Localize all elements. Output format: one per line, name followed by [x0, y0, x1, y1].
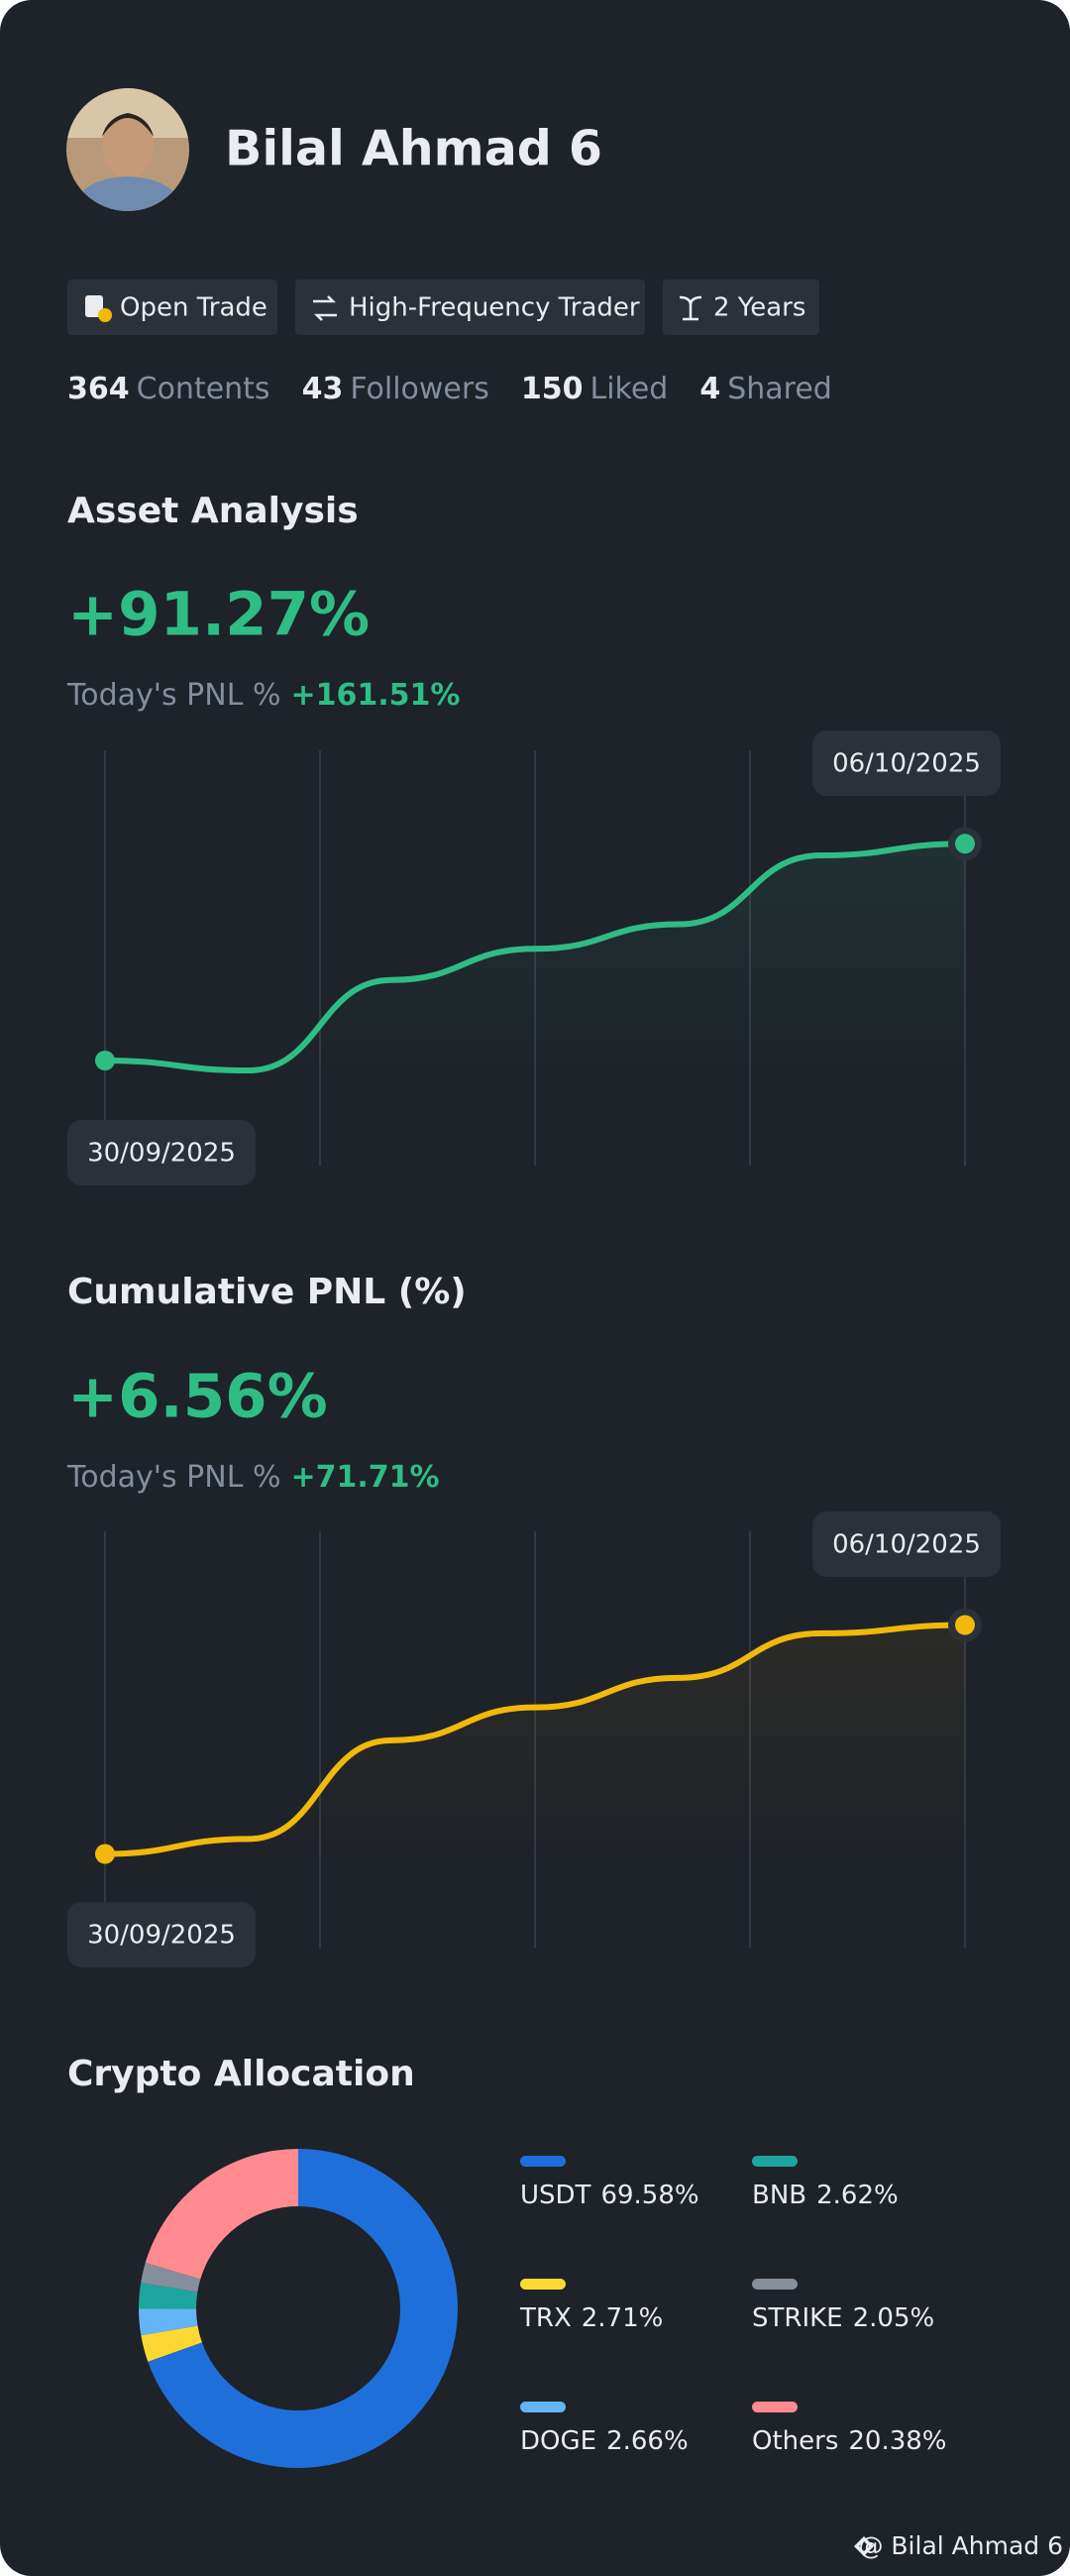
tag: Open Trade [67, 280, 277, 335]
legend-name: STRIKE [752, 2303, 843, 2333]
legend-value: 2.05% [853, 2303, 935, 2333]
legend-value: 2.66% [606, 2426, 689, 2456]
avatar[interactable] [66, 88, 189, 211]
tag-label: 2 Years [713, 293, 805, 323]
stat-value: 364 [67, 372, 130, 406]
tag-icon [313, 295, 337, 321]
stat-label: Followers [350, 372, 489, 406]
tag: 2 Years [663, 280, 819, 335]
legend-value: 69.58% [600, 2181, 698, 2210]
date-label: 30/09/2025 [87, 1921, 236, 1951]
line [102, 840, 968, 1074]
stat-value: 4 [699, 372, 720, 406]
point [95, 1050, 115, 1070]
section-title: Asset Analysis [67, 491, 359, 531]
date-bubble [67, 1902, 256, 1967]
legend-name: BNB [752, 2181, 806, 2210]
date-bubble [812, 1512, 1001, 1577]
legend-name: TRX [519, 2303, 572, 2333]
legend-swatch [752, 2402, 798, 2412]
watermark: @ Bilal Ahmad 6 [858, 2531, 1063, 2560]
stat-label: Shared [727, 372, 832, 406]
donut-slice [141, 2324, 203, 2362]
legend-entry: USDT 69.58% [520, 2181, 699, 2210]
donut-slice [139, 2283, 198, 2309]
today-pnl: Today's PNL % +161.51% [66, 678, 460, 713]
point [955, 834, 975, 854]
date-bubble [67, 1120, 256, 1185]
tag-label: High-Frequency Trader [349, 293, 640, 323]
donut-slice [141, 2262, 201, 2293]
legend-entry: BNB 2.62% [752, 2181, 899, 2210]
legend-swatch [520, 2279, 566, 2290]
profile-name: Bilal Ahmad 6 [225, 121, 602, 177]
legend-value: 2.62% [816, 2181, 899, 2210]
today-pnl-value: +161.51% [290, 678, 460, 713]
stat-value: 150 [521, 372, 584, 406]
watermark-logo [854, 2536, 874, 2556]
stat-label: Liked [589, 372, 668, 406]
point [95, 1844, 115, 1864]
tag-icon-badge [98, 308, 112, 322]
today-pnl: Today's PNL % +71.71% [66, 1460, 440, 1495]
legend-entry: STRIKE 2.05% [752, 2303, 934, 2333]
legend-value: 2.71% [582, 2303, 664, 2333]
date-bubble [812, 730, 1001, 796]
area-fill [105, 1624, 965, 1868]
stat-label: Contents [137, 372, 270, 406]
headline-value: +91.27% [67, 580, 370, 650]
point [955, 1615, 975, 1635]
legend-value: 20.38% [848, 2426, 946, 2456]
headline-value: +6.56% [67, 1362, 328, 1432]
stats-row: 364 Contents 43 Followers 150 Liked 4 Shared [67, 372, 832, 406]
section-title: Cumulative PNL (%) [67, 1272, 467, 1312]
today-pnl-label: Today's PNL % [66, 678, 280, 713]
tag: High-Frequency Trader [295, 280, 645, 335]
tag-label: Open Trade [120, 293, 268, 323]
line [102, 1622, 968, 1857]
tag-background [663, 280, 819, 335]
legend-swatch [752, 2156, 798, 2167]
today-pnl-label: Today's PNL % [66, 1460, 280, 1495]
date-label: 06/10/2025 [832, 749, 981, 779]
legend-name: DOGE [520, 2426, 596, 2456]
donut-slice [145, 2149, 299, 2281]
tag-background [67, 280, 277, 335]
tag-icon [679, 295, 702, 321]
donut-slice [139, 2307, 198, 2336]
date-label: 06/10/2025 [832, 1530, 981, 1560]
today-pnl-value: +71.71% [290, 1460, 439, 1495]
tag-background [295, 280, 645, 335]
section-title: Crypto Allocation [67, 2054, 415, 2094]
legend-swatch [752, 2279, 798, 2290]
legend-entry: DOGE 2.66% [520, 2426, 689, 2456]
legend-swatch [520, 2156, 566, 2167]
legend-swatch [520, 2402, 566, 2412]
date-label: 30/09/2025 [87, 1139, 236, 1169]
donut-slice [148, 2149, 458, 2468]
tag-icon [85, 295, 103, 317]
legend-entry: Others 20.38% [752, 2426, 947, 2456]
legend-name: Others [752, 2426, 838, 2456]
legend-entry: TRX 2.71% [519, 2303, 663, 2333]
legend-name: USDT [520, 2181, 591, 2210]
stat-value: 43 [302, 372, 344, 406]
